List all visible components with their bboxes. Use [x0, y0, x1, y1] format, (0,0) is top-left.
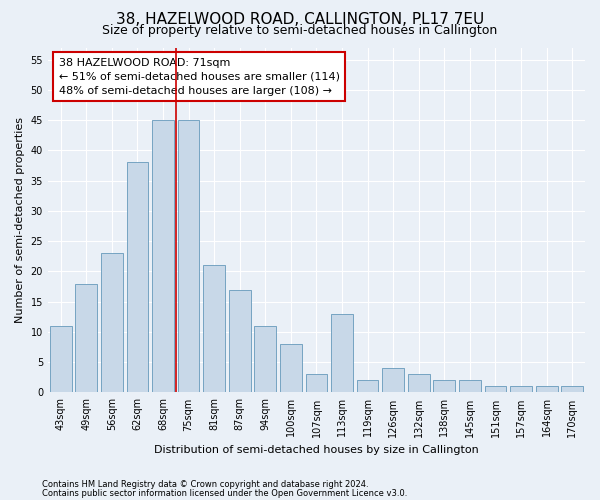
Bar [50, 326, 71, 392]
Bar [510, 386, 532, 392]
Bar [382, 368, 404, 392]
Text: Contains HM Land Registry data © Crown copyright and database right 2024.: Contains HM Land Registry data © Crown c… [42, 480, 368, 489]
Bar [127, 162, 148, 392]
Bar [562, 386, 583, 392]
Bar [536, 386, 557, 392]
Y-axis label: Number of semi-detached properties: Number of semi-detached properties [15, 117, 25, 323]
Bar [152, 120, 174, 392]
Bar [178, 120, 199, 392]
Bar [459, 380, 481, 392]
Bar [76, 284, 97, 393]
Bar [203, 266, 225, 392]
Bar [485, 386, 506, 392]
Bar [433, 380, 455, 392]
Bar [408, 374, 430, 392]
Bar [101, 253, 123, 392]
Bar [229, 290, 251, 393]
Bar [254, 326, 276, 392]
X-axis label: Distribution of semi-detached houses by size in Callington: Distribution of semi-detached houses by … [154, 445, 479, 455]
Bar [331, 314, 353, 392]
Bar [357, 380, 379, 392]
Bar [305, 374, 328, 392]
Bar [280, 344, 302, 393]
Text: 38, HAZELWOOD ROAD, CALLINGTON, PL17 7EU: 38, HAZELWOOD ROAD, CALLINGTON, PL17 7EU [116, 12, 484, 28]
Text: Size of property relative to semi-detached houses in Callington: Size of property relative to semi-detach… [103, 24, 497, 37]
Text: 38 HAZELWOOD ROAD: 71sqm
← 51% of semi-detached houses are smaller (114)
48% of : 38 HAZELWOOD ROAD: 71sqm ← 51% of semi-d… [59, 58, 340, 96]
Text: Contains public sector information licensed under the Open Government Licence v3: Contains public sector information licen… [42, 488, 407, 498]
